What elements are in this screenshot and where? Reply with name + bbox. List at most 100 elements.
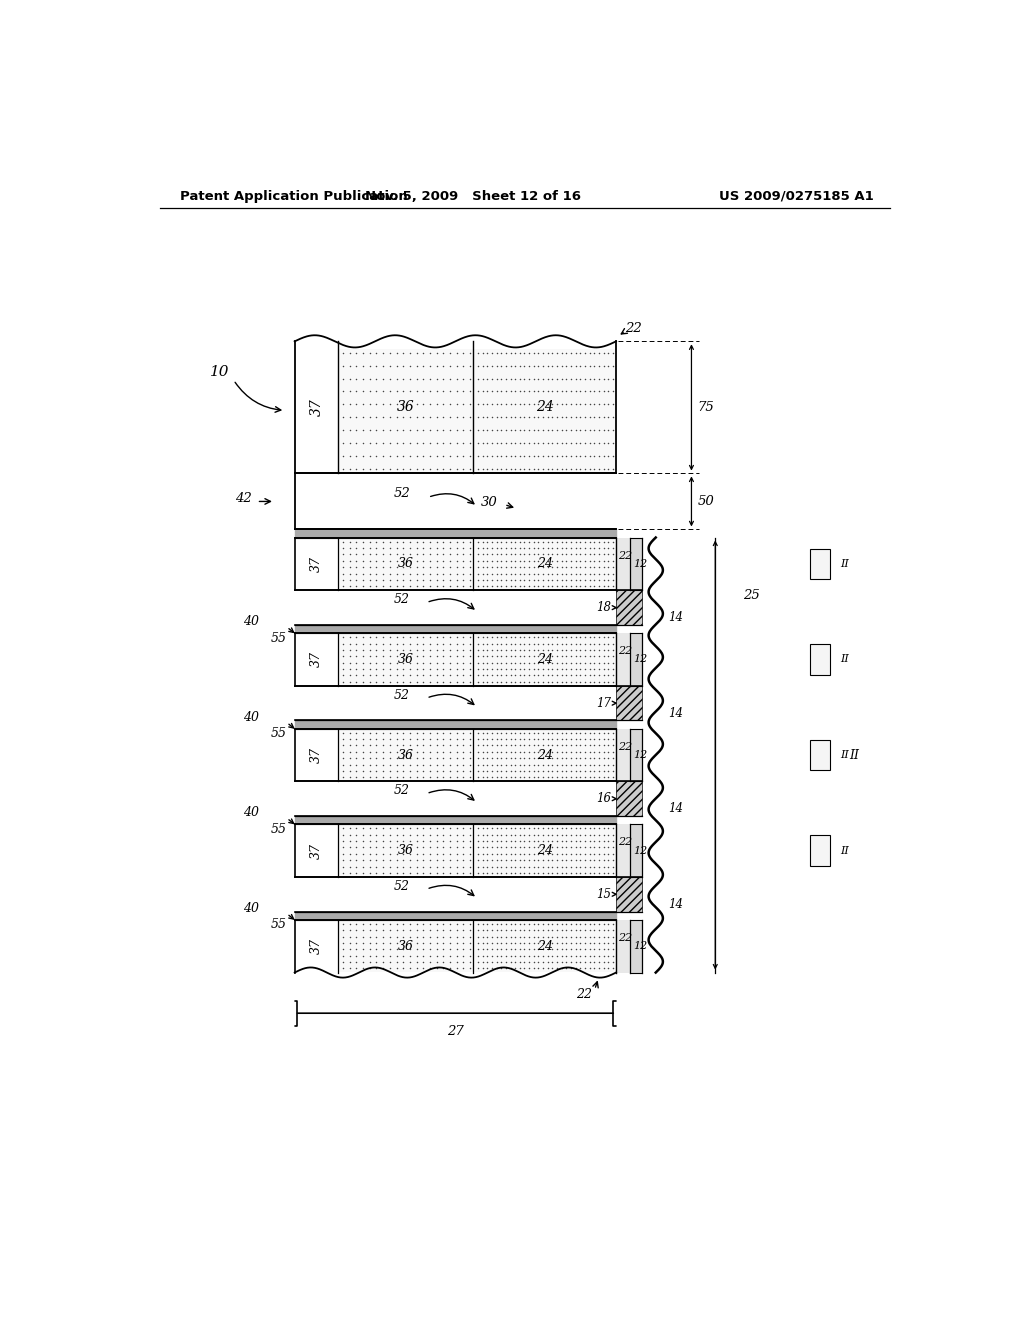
Point — [415, 742, 431, 763]
Point — [549, 446, 565, 467]
Point — [361, 939, 378, 960]
Point — [382, 767, 398, 788]
Point — [488, 381, 505, 403]
Point — [409, 627, 425, 648]
Point — [470, 760, 486, 781]
Point — [409, 932, 425, 953]
Point — [375, 925, 391, 946]
Point — [479, 627, 496, 648]
Point — [474, 945, 490, 966]
Point — [342, 939, 358, 960]
Point — [591, 420, 607, 441]
Point — [572, 645, 589, 667]
Point — [498, 958, 514, 979]
Point — [582, 817, 598, 838]
Point — [415, 459, 431, 480]
Point — [483, 446, 500, 467]
Point — [544, 665, 560, 686]
Point — [549, 639, 565, 660]
Point — [600, 843, 616, 865]
Point — [521, 817, 538, 838]
Point — [591, 855, 607, 876]
Point — [516, 767, 532, 788]
Point — [521, 381, 538, 403]
Point — [507, 747, 523, 768]
Point — [535, 913, 551, 935]
Point — [563, 817, 580, 838]
Point — [582, 407, 598, 428]
Point — [375, 645, 391, 667]
Point — [498, 420, 514, 441]
Point — [435, 544, 452, 565]
Point — [567, 958, 584, 979]
Point — [441, 925, 458, 946]
Point — [455, 767, 471, 788]
Text: 24: 24 — [537, 653, 553, 667]
Point — [521, 393, 538, 414]
Point — [512, 393, 528, 414]
Text: 52: 52 — [393, 487, 411, 500]
Point — [540, 952, 556, 973]
Point — [470, 569, 486, 590]
Point — [516, 407, 532, 428]
Bar — [616, 920, 631, 973]
Point — [415, 659, 431, 680]
Point — [567, 672, 584, 693]
Point — [348, 355, 365, 376]
Point — [563, 747, 580, 768]
Point — [563, 958, 580, 979]
Point — [586, 420, 602, 441]
Point — [493, 420, 509, 441]
Point — [586, 735, 602, 756]
Point — [470, 639, 486, 660]
Point — [335, 742, 351, 763]
Point — [554, 420, 570, 441]
Point — [483, 817, 500, 838]
Point — [591, 446, 607, 467]
Point — [591, 433, 607, 454]
Point — [540, 446, 556, 467]
Point — [388, 557, 404, 578]
Point — [498, 945, 514, 966]
Point — [600, 393, 616, 414]
Point — [409, 824, 425, 845]
Point — [483, 537, 500, 558]
Bar — [631, 537, 642, 590]
Point — [549, 932, 565, 953]
Point — [567, 537, 584, 558]
Point — [535, 735, 551, 756]
Point — [600, 672, 616, 693]
Point — [369, 760, 385, 781]
Point — [369, 855, 385, 876]
Point — [582, 830, 598, 851]
Point — [525, 639, 542, 660]
Point — [591, 569, 607, 590]
Point — [563, 433, 580, 454]
Point — [554, 747, 570, 768]
Point — [342, 952, 358, 973]
Point — [516, 958, 532, 979]
Point — [605, 850, 622, 871]
Point — [415, 722, 431, 743]
Point — [605, 659, 622, 680]
Point — [572, 945, 589, 966]
Bar — [631, 729, 642, 781]
Point — [577, 843, 593, 865]
Point — [591, 958, 607, 979]
Point — [441, 420, 458, 441]
Point — [605, 855, 622, 876]
Point — [409, 920, 425, 941]
Point — [422, 634, 438, 655]
Point — [567, 920, 584, 941]
Point — [462, 722, 478, 743]
Point — [409, 576, 425, 597]
Point — [516, 433, 532, 454]
Point — [544, 722, 560, 743]
Bar — [811, 549, 830, 579]
Point — [401, 576, 418, 597]
Point — [474, 355, 490, 376]
Point — [361, 537, 378, 558]
Point — [507, 355, 523, 376]
Point — [554, 913, 570, 935]
Point — [470, 550, 486, 572]
